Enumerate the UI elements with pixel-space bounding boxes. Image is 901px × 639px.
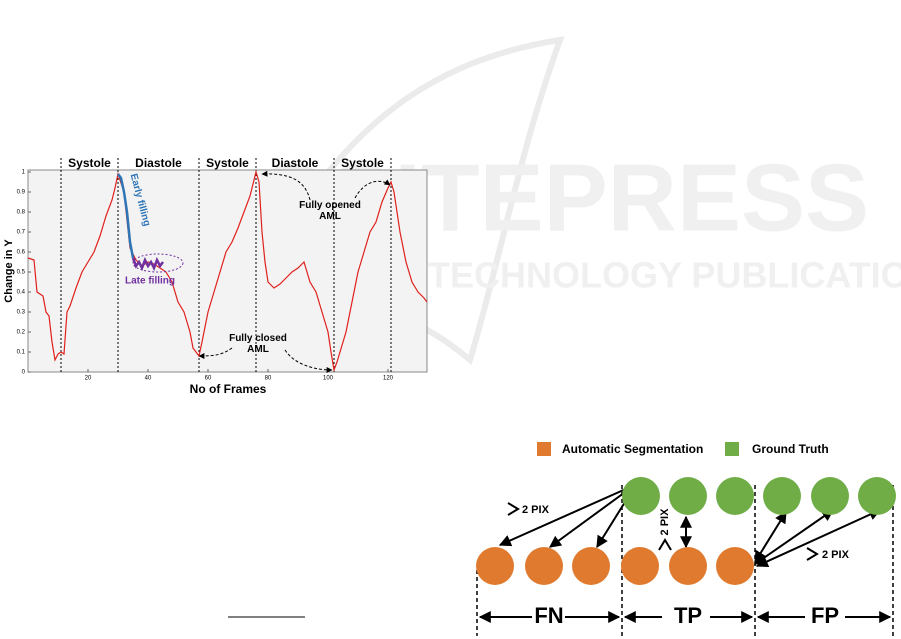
ground-truth-point <box>669 477 707 515</box>
y-axis-label: Change in Y <box>3 239 15 303</box>
y-tick-label: 0.7 <box>17 230 26 236</box>
segmentation-point <box>621 547 659 585</box>
x-tick-label: 20 <box>85 376 92 382</box>
distance-label: 2 PIX <box>659 508 671 536</box>
x-tick-label: 60 <box>205 376 212 382</box>
y-tick-label: 0.6 <box>17 250 26 256</box>
segmentation-point <box>525 547 563 585</box>
phase-label: Systole <box>206 156 249 170</box>
legend-swatch <box>725 442 739 456</box>
greater-than <box>507 502 520 516</box>
x-tick-label: 40 <box>145 376 152 382</box>
segmentation-point <box>669 547 707 585</box>
ground-truth-point <box>716 477 754 515</box>
x-tick-label: 80 <box>265 376 272 382</box>
segmentation-point <box>716 547 754 585</box>
legend-swatch <box>537 442 551 456</box>
y-tick-label: 0.5 <box>17 270 26 276</box>
annotation-box: Fully closed AML <box>229 333 287 355</box>
distance-label: 2 PIX <box>522 504 550 516</box>
phase-label: Diastole <box>135 156 182 170</box>
diagram: Automatic Segmentation Ground Truth 2 PIX 2… <box>476 442 896 636</box>
annotation-box: Fully opened AML <box>299 200 361 222</box>
data-line <box>131 256 164 272</box>
annotation: Fully opened AML <box>299 200 361 222</box>
phase-label: Diastole <box>272 156 319 170</box>
segmentation-point <box>476 547 514 585</box>
distance-label: 2 PIX <box>822 549 850 561</box>
annotation: Late filling <box>125 276 175 287</box>
phase-label: Systole <box>341 156 384 170</box>
y-tick-label: 0.8 <box>17 210 26 216</box>
y-tick-label: 0 <box>22 370 26 376</box>
y-tick-label: 0.9 <box>17 190 26 196</box>
ground-truth-point <box>622 477 660 515</box>
phase-label: Systole <box>68 156 111 170</box>
chart: No of Frames Change in Y 0 0.1 0.2 0.3 0.4 0.… <box>3 156 428 396</box>
annotation: Fully closed AML <box>229 333 287 355</box>
ground-truth-point <box>763 477 801 515</box>
region-label: FP <box>811 603 839 628</box>
x-tick-label: 100 <box>323 376 334 382</box>
arrow <box>261 170 311 201</box>
arrows <box>498 487 882 567</box>
annotation-ellipse <box>132 253 184 273</box>
data-line <box>27 169 428 373</box>
y-tick-label: 0.4 <box>17 290 26 296</box>
plot-area <box>27 169 428 373</box>
region-dividers <box>476 485 894 636</box>
y-tick-label: 1 <box>22 170 26 176</box>
legend-label: Automatic Segmentation <box>562 442 703 456</box>
ground-truth-point <box>811 477 849 515</box>
greater-than <box>806 547 819 561</box>
region-label: TP <box>674 603 702 628</box>
x-axis-label: No of Frames <box>190 382 267 396</box>
less-than <box>658 538 672 551</box>
y-tick-label: 0.1 <box>17 350 26 356</box>
data-line <box>117 173 135 259</box>
arrow <box>198 347 233 359</box>
region-label: FN <box>534 603 563 628</box>
ground-truth-point <box>858 477 896 515</box>
legend-label: Ground Truth <box>752 442 829 456</box>
segmentation-point <box>572 547 610 585</box>
y-tick-label: 0.2 <box>17 330 26 336</box>
y-tick-label: 0.3 <box>17 310 26 316</box>
arrow <box>284 349 333 373</box>
x-tick-label: 120 <box>383 376 394 382</box>
